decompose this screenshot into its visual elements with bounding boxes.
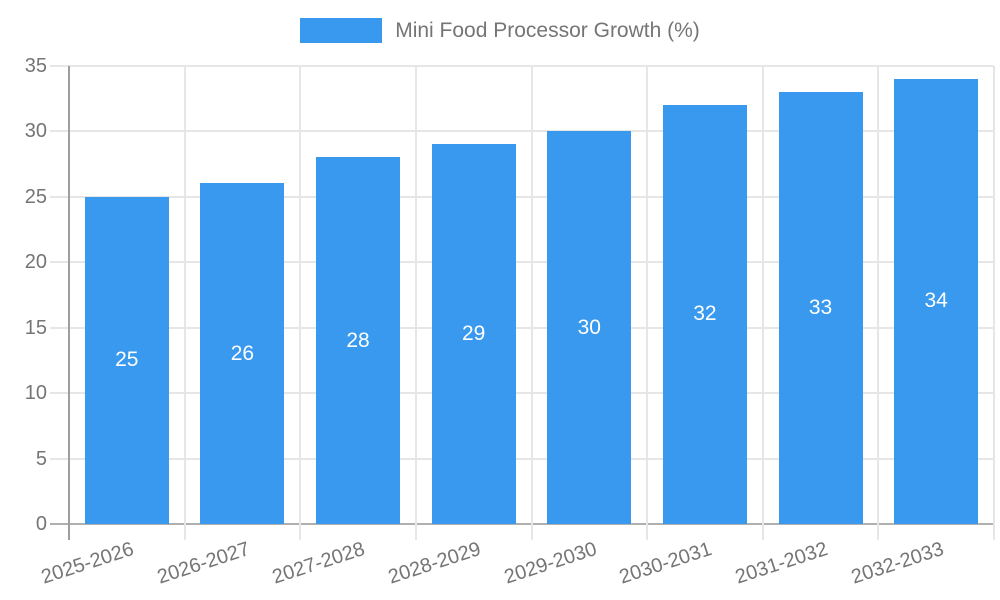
bar — [431, 144, 516, 524]
bar — [200, 183, 285, 524]
y-axis-tick-label: 35 — [24, 54, 47, 77]
bar-value-label: 29 — [462, 322, 486, 346]
bar — [894, 78, 979, 524]
legend-swatch — [300, 18, 383, 43]
y-axis-tick-label: 15 — [24, 316, 47, 339]
x-axis-tick-label: 2025-2026 — [38, 538, 137, 589]
gridline-vertical — [993, 65, 995, 540]
bar-value-label: 32 — [693, 302, 717, 326]
bar — [547, 131, 632, 524]
gridline-vertical — [299, 65, 302, 540]
x-axis-tick-label: 2026-2027 — [154, 538, 253, 589]
bar-value-label: 34 — [924, 289, 948, 313]
legend-label: Mini Food Processor Growth (%) — [395, 18, 700, 42]
bar — [778, 91, 863, 524]
bar-value-label: 26 — [230, 341, 255, 365]
bar — [84, 196, 169, 524]
bar-value-label: 30 — [577, 315, 601, 339]
y-axis-tick-label: 10 — [24, 382, 47, 404]
gridline-vertical — [183, 65, 186, 540]
chart-legend: Mini Food Processor Growth (%) — [0, 18, 1000, 43]
x-axis-tick-label: 2028-2029 — [385, 538, 484, 589]
y-axis-tick-label: 0 — [35, 513, 47, 535]
bar — [662, 104, 747, 524]
gridline-horizontal — [50, 64, 994, 67]
gridline-vertical — [761, 65, 764, 540]
bar-value-label: 25 — [115, 348, 139, 372]
x-axis-tick-label: 2027-2028 — [270, 538, 368, 589]
x-axis-tick-label: 2030-2031 — [616, 538, 715, 589]
bar — [316, 157, 401, 524]
y-axis-tick-label: 30 — [24, 120, 47, 142]
bar-value-label: 33 — [808, 295, 833, 319]
gridline-horizontal — [50, 130, 994, 132]
gridline-vertical — [646, 65, 649, 540]
gridline-vertical — [877, 65, 880, 540]
x-axis-tick-label: 2032-2033 — [848, 538, 946, 589]
gridline-horizontal — [50, 392, 994, 394]
gridline-horizontal — [50, 195, 994, 198]
gridline-horizontal — [50, 326, 994, 329]
bar-value-label: 28 — [346, 328, 370, 352]
x-axis-tick-label: 2031-2032 — [732, 538, 831, 589]
gridline-vertical — [414, 65, 417, 540]
y-axis-line — [68, 65, 70, 540]
gridline-vertical — [530, 65, 533, 540]
y-axis-tick-label: 25 — [24, 185, 47, 208]
y-axis-tick-label: 20 — [24, 251, 47, 273]
x-axis-baseline — [50, 523, 994, 525]
gridline-horizontal — [50, 457, 994, 460]
gridline-horizontal — [50, 261, 994, 263]
x-axis-tick-label: 2029-2030 — [501, 538, 600, 589]
y-axis-tick-label: 5 — [35, 447, 47, 470]
